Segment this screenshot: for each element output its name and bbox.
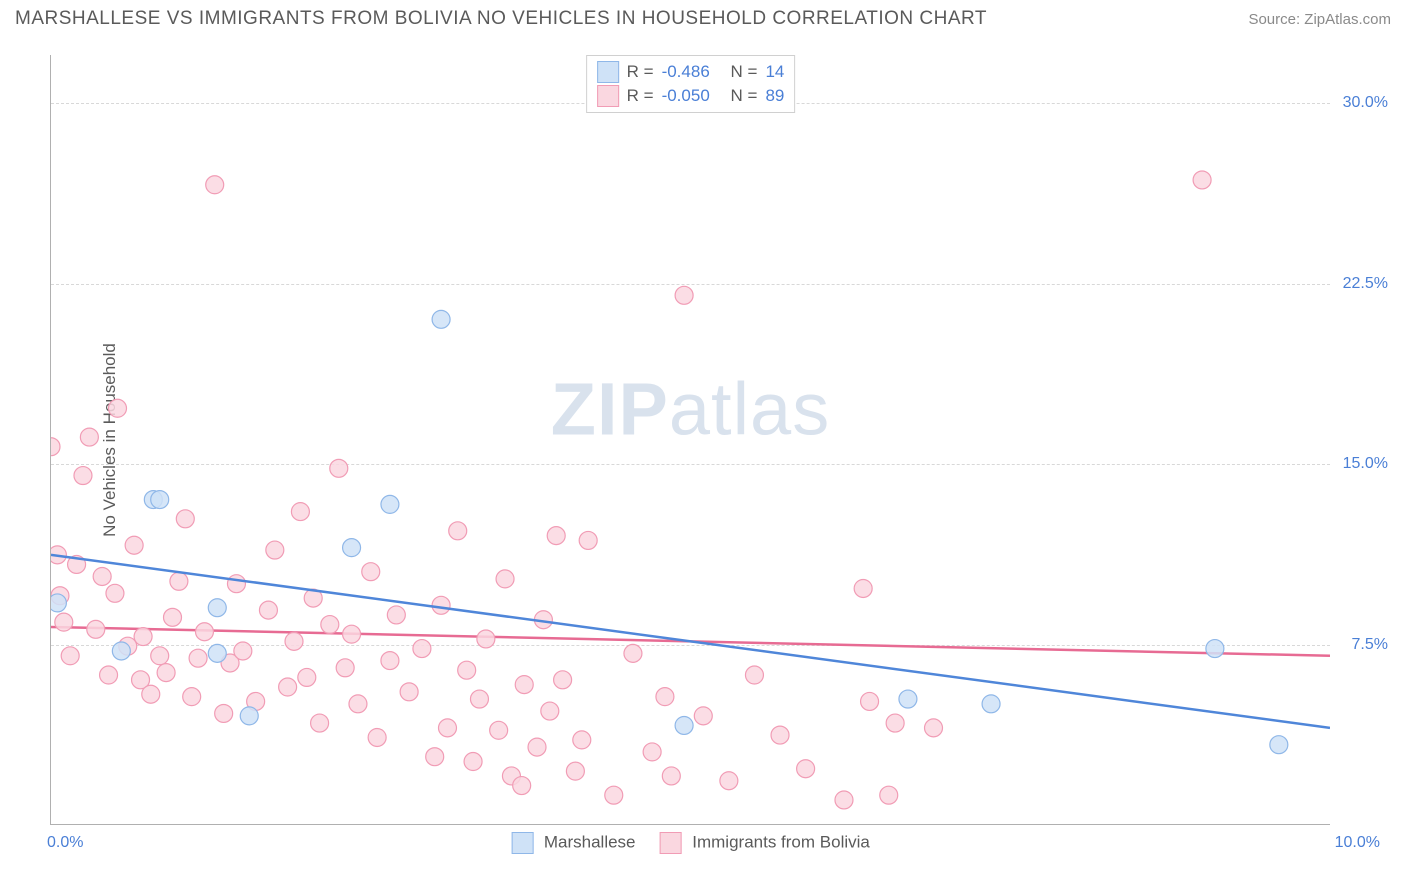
y-tick: 22.5%	[1343, 275, 1388, 293]
r-value-b: -0.050	[662, 86, 710, 106]
x-tick-min: 0.0%	[47, 834, 83, 852]
n-label-b: N =	[731, 86, 758, 106]
n-label-a: N =	[731, 62, 758, 82]
chart-title: MARSHALLESE VS IMMIGRANTS FROM BOLIVIA N…	[15, 8, 987, 30]
legend-series: Marshallese Immigrants from Bolivia	[511, 832, 870, 854]
legend-stats-row-b: R = -0.050 N = 89	[597, 84, 785, 108]
r-label-b: R =	[627, 86, 654, 106]
legend-label-a: Marshallese	[544, 832, 636, 851]
header: MARSHALLESE VS IMMIGRANTS FROM BOLIVIA N…	[0, 0, 1406, 34]
n-value-b: 89	[765, 86, 784, 106]
scatter-plot	[51, 55, 1330, 824]
legend-stats-row-a: R = -0.486 N = 14	[597, 60, 785, 84]
r-value-a: -0.486	[662, 62, 710, 82]
r-label-a: R =	[627, 62, 654, 82]
n-value-a: 14	[765, 62, 784, 82]
legend-item-a: Marshallese	[511, 832, 635, 854]
legend-swatch-a-bottom	[511, 832, 533, 854]
chart-area: No Vehicles in Household ZIPatlas R = -0…	[50, 55, 1330, 825]
y-tick: 15.0%	[1343, 455, 1388, 473]
legend-label-b: Immigrants from Bolivia	[692, 832, 870, 851]
source-text: Source: ZipAtlas.com	[1248, 11, 1391, 28]
y-tick: 30.0%	[1343, 94, 1388, 112]
x-tick-max: 10.0%	[1335, 834, 1380, 852]
legend-swatch-b	[597, 85, 619, 107]
legend-swatch-a	[597, 61, 619, 83]
legend-item-b: Immigrants from Bolivia	[660, 832, 870, 854]
y-tick: 7.5%	[1352, 636, 1388, 654]
legend-stats: R = -0.486 N = 14 R = -0.050 N = 89	[586, 55, 796, 113]
legend-swatch-b-bottom	[660, 832, 682, 854]
